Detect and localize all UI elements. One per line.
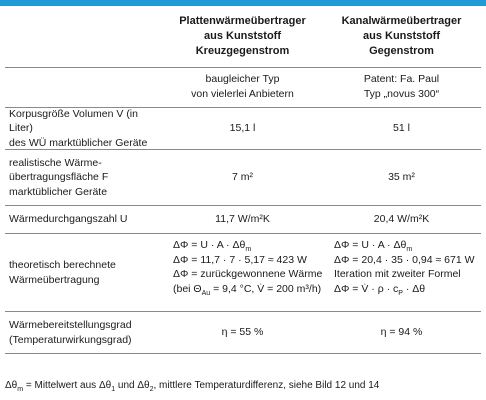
label-line: realistische Wärme-	[9, 156, 102, 169]
label-line: übertragungsfläche F	[9, 171, 109, 184]
value-plate: 11,7 W/m²K	[215, 213, 270, 226]
header-line: aus Kunststoff	[204, 30, 281, 42]
value-plate: 15,1 l	[229, 122, 256, 135]
label-line: (Temperaturwirkungsgrad)	[9, 333, 132, 346]
formula-line: ΔΦ = 20,4 · 35 · 0,94 ≈ 671 W	[334, 253, 475, 266]
formula-channel: ΔΦ = U · A · Δθm ΔΦ = 20,4 · 35 · 0,94 ≈…	[322, 234, 481, 311]
header-plate-exchanger: Plattenwärmeübertrager aus Kunststoff Kr…	[163, 10, 322, 67]
header-line: aus Kunststoff	[363, 30, 440, 42]
table-row-efficiency: Wärmebereitstellungsgrad (Temperaturwirk…	[5, 312, 481, 354]
header-empty-cell	[5, 10, 163, 67]
formula-plate: ΔΦ = U · A · Δθm ΔΦ = 11,7 · 7 · 5,17 ≈ …	[163, 234, 322, 311]
header-line: Plattenwärmeübertrager	[179, 15, 306, 27]
comparison-table: Plattenwärmeübertrager aus Kunststoff Kr…	[5, 10, 481, 354]
label-line: Wärmeübertragung	[9, 273, 100, 286]
formula-line: ΔΦ = 11,7 · 7 · 5,17 ≈ 423 W	[173, 253, 307, 266]
table-row-u-value: Wärmedurchgangszahl U 11,7 W/m²K 20,4 W/…	[5, 206, 481, 234]
value-channel: 20,4 W/m²K	[373, 213, 430, 226]
subheader-line: baugleicher Typ	[205, 73, 280, 85]
row-label: Wärmedurchgangszahl U	[5, 206, 163, 233]
value-plate: η = 55 %	[221, 326, 264, 339]
value-channel: 35 m²	[388, 171, 415, 184]
formula-line: Iteration mit zweiter Formel	[334, 268, 461, 280]
formula-line: ΔΦ = U · A · Δθm	[173, 239, 252, 254]
header-channel-exchanger: Kanalwärmeübertrager aus Kunststoff Gege…	[322, 10, 481, 67]
subheader-line: Patent: Fa. Paul	[363, 73, 440, 85]
subheader-line: Typ „novus 300“	[363, 87, 440, 100]
table-row-theory: theoretisch berechnete Wärmeübertragung …	[5, 234, 481, 312]
subheader-line: von vielerlei Anbietern	[191, 87, 294, 100]
formula-line: ΔΦ = zurückgewonnene Wärme	[173, 268, 323, 280]
top-accent-bar	[0, 0, 486, 6]
label-line: des WÜ marktüblicher Geräte	[9, 136, 148, 149]
label-line: theoretisch berechnete	[9, 259, 116, 271]
header-line: Kreuzgegenstrom	[195, 45, 290, 57]
subheader-empty-cell	[5, 68, 163, 107]
table-header-row: Plattenwärmeübertrager aus Kunststoff Kr…	[5, 10, 481, 68]
table-subheader-row: baugleicher Typ von vielerlei Anbietern …	[5, 68, 481, 108]
label-line: marktüblicher Geräte	[9, 185, 108, 198]
header-line: Gegenstrom	[369, 45, 434, 57]
value-channel: 51 l	[393, 122, 410, 135]
table-row-volume: Korpusgröße Volumen V (in Liter) des WÜ …	[5, 108, 481, 150]
footnote: Δθm = Mittelwert aus Δθ1 und Δθ2, mittle…	[5, 380, 380, 393]
formula-line: ΔΦ = U · A · Δθm	[334, 239, 413, 254]
row-label: Wärmebereitstellungsgrad (Temperaturwirk…	[5, 312, 163, 353]
table-row-area: realistische Wärme- übertragungsfläche F…	[5, 150, 481, 206]
label-line: Wärmebereitstellungsgrad	[9, 319, 132, 331]
value-channel: η = 94 %	[380, 326, 423, 339]
subheader-channel: Patent: Fa. Paul Typ „novus 300“	[322, 68, 481, 107]
formula-line: (bei ΘAu = 9,4 °C, V̇ = 200 m³/h)	[173, 282, 322, 297]
row-label: theoretisch berechnete Wärmeübertragung	[5, 234, 163, 311]
header-line: Kanalwärmeübertrager	[341, 15, 462, 27]
formula-line: ΔΦ = V̇ · ρ · cP · Δθ	[334, 282, 426, 297]
row-label: Korpusgröße Volumen V (in Liter) des WÜ …	[5, 108, 163, 149]
row-label: realistische Wärme- übertragungsfläche F…	[5, 150, 163, 205]
subheader-plate: baugleicher Typ von vielerlei Anbietern	[163, 68, 322, 107]
label-line: Korpusgröße Volumen V (in Liter)	[9, 107, 138, 135]
label-line: Wärmedurchgangszahl U	[9, 213, 128, 226]
value-plate: 7 m²	[232, 171, 253, 184]
